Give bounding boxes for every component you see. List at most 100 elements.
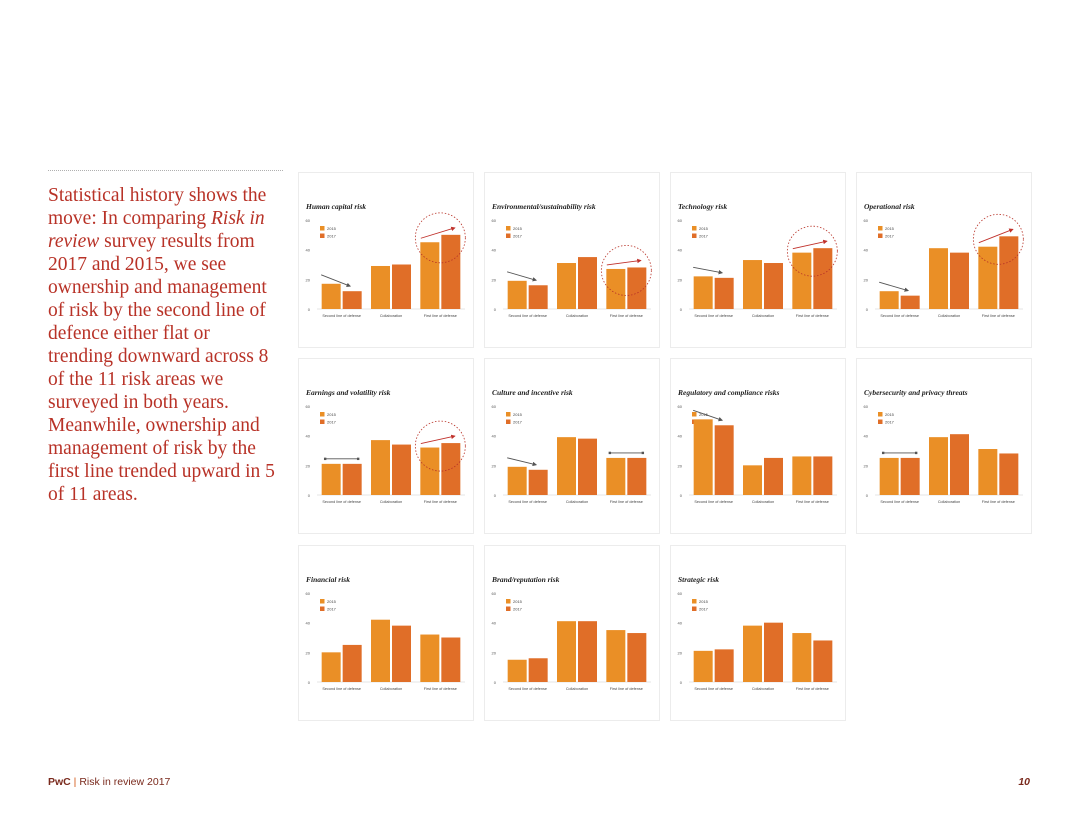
bar-2017-3: [441, 637, 461, 682]
y-tick-label: 0: [866, 493, 869, 498]
y-tick-label: 0: [494, 307, 497, 312]
footer-title: Risk in review 2017: [79, 776, 171, 788]
legend-swatch: [320, 599, 325, 604]
bar-2017-3: [441, 443, 461, 495]
trend-down-arrow: [693, 409, 724, 422]
legend-label: 2017: [327, 234, 337, 239]
y-tick-label: 60: [678, 591, 683, 596]
bar-2015-3: [978, 246, 998, 309]
x-tick-label: Second line of defense: [694, 500, 733, 504]
legend-swatch: [692, 412, 697, 417]
y-tick-label: 20: [306, 650, 311, 655]
bar-2017-2: [764, 263, 783, 309]
legend-swatch: [506, 599, 511, 604]
bar-2017-1: [714, 425, 734, 495]
bar-2017-3: [999, 453, 1019, 495]
y-tick-label: 40: [306, 248, 311, 253]
footer-separator: |: [70, 776, 80, 788]
y-tick-label: 20: [492, 650, 497, 655]
y-tick-label: 20: [864, 463, 869, 468]
bar-2015-3: [606, 630, 626, 682]
x-tick-label: First line of defense: [610, 314, 643, 318]
x-tick-label: Collaboration: [380, 687, 402, 691]
legend-label: 2017: [885, 420, 895, 425]
bar-2015-2: [743, 465, 762, 495]
y-tick-label: 0: [680, 493, 683, 498]
y-tick-label: 0: [866, 307, 869, 312]
chart-title: Human capital risk: [306, 202, 367, 211]
bar-2017-2: [392, 625, 411, 682]
bar-2017-3: [627, 633, 647, 682]
y-tick-label: 20: [678, 277, 683, 282]
legend-label: 2015: [885, 412, 895, 417]
x-tick-label: Collaboration: [938, 314, 960, 318]
x-tick-label: First line of defense: [982, 314, 1015, 318]
y-tick-label: 40: [864, 434, 869, 439]
trend-down-arrow: [507, 271, 538, 282]
chart-panel: Regulatory and compliance risks 60 40 20 0 20…: [670, 358, 846, 534]
bar-2015-1: [321, 283, 341, 309]
x-tick-label: First line of defense: [424, 500, 457, 504]
page-number: 10: [1018, 776, 1030, 788]
y-tick-label: 20: [678, 463, 683, 468]
legend-swatch: [692, 226, 697, 231]
legend-label: 2017: [513, 234, 523, 239]
y-tick-label: 20: [678, 650, 683, 655]
y-tick-label: 60: [864, 404, 869, 409]
y-tick-label: 20: [492, 463, 497, 468]
y-tick-label: 60: [492, 591, 497, 596]
y-tick-label: 40: [678, 248, 683, 253]
bar-2015-2: [557, 621, 576, 682]
bar-2015-1: [321, 463, 341, 495]
bar-2017-3: [999, 236, 1019, 309]
bar-2017-1: [342, 463, 362, 495]
highlight-circle: [414, 420, 466, 472]
x-tick-label: Collaboration: [752, 500, 774, 504]
bar-2017-1: [714, 649, 734, 682]
trend-up-arrow: [606, 258, 642, 266]
bar-2017-2: [578, 438, 597, 495]
x-tick-label: First line of defense: [610, 500, 643, 504]
bar-2017-1: [342, 644, 362, 682]
y-tick-label: 40: [864, 248, 869, 253]
chart-panel: Environmental/sustainability risk 60 40 20 0…: [484, 172, 660, 348]
highlight-circle: [786, 225, 838, 277]
bar-2017-1: [342, 291, 362, 309]
bar-2015-3: [420, 634, 440, 682]
x-tick-label: Second line of defense: [694, 687, 733, 691]
legend-label: 2015: [699, 412, 709, 417]
legend-swatch: [878, 226, 883, 231]
bar-2017-2: [764, 457, 783, 495]
y-tick-label: 60: [678, 404, 683, 409]
bar-2017-1: [714, 277, 734, 309]
intro-text: Statistical history shows the move: In c…: [48, 184, 278, 506]
bar-2017-1: [528, 285, 548, 309]
legend-label: 2017: [513, 607, 523, 612]
bar-2017-3: [813, 640, 833, 682]
y-tick-label: 0: [494, 680, 497, 685]
chart-panel: Strategic risk 60 40 20 0 2015 2017 Second line…: [670, 545, 846, 721]
highlight-circle: [972, 213, 1024, 265]
bar-2015-1: [879, 457, 899, 495]
legend-label: 2017: [699, 607, 709, 612]
bar-2015-1: [507, 466, 527, 495]
y-tick-label: 0: [494, 493, 497, 498]
chart-title: Culture and incentive risk: [492, 388, 573, 397]
legend-label: 2017: [513, 420, 523, 425]
legend-label: 2017: [885, 234, 895, 239]
x-tick-label: Collaboration: [566, 314, 588, 318]
bar-2015-3: [420, 242, 440, 309]
y-tick-label: 60: [492, 218, 497, 223]
highlight-circle: [600, 245, 652, 296]
legend-label: 2015: [699, 599, 709, 604]
legend-swatch: [506, 412, 511, 417]
x-tick-label: First line of defense: [610, 687, 643, 691]
bar-2015-1: [693, 419, 713, 495]
bar-2017-3: [627, 267, 647, 309]
